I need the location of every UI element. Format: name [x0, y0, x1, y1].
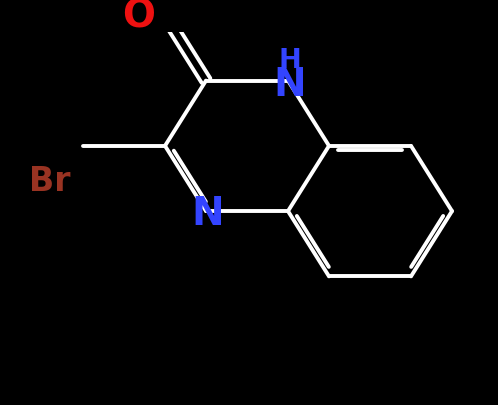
Text: H: H — [278, 48, 301, 74]
Text: O: O — [122, 0, 155, 35]
Text: Br: Br — [29, 165, 71, 198]
Text: N: N — [192, 194, 224, 232]
Text: N: N — [274, 66, 306, 104]
